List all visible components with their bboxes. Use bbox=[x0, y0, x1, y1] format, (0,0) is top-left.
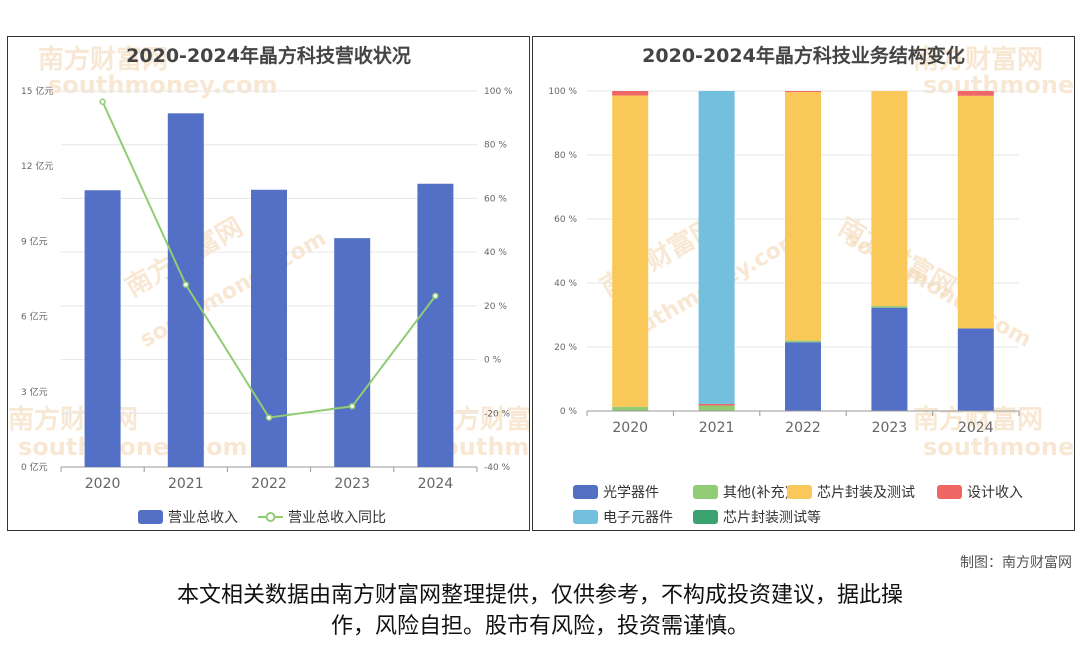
x-tick-label: 2024 bbox=[958, 420, 994, 436]
left-y-tick-label: 15 亿元 bbox=[21, 85, 53, 97]
left-y-tick-label: 9 亿元 bbox=[21, 235, 48, 247]
yoy-growth-point bbox=[432, 292, 439, 300]
revenue-chart-title: 2020-2024年晶方科技营收状况 bbox=[126, 45, 411, 67]
y-tick-label: 20 % bbox=[554, 343, 577, 353]
disclaimer: 本文相关数据由南方财富网整理提供，仅供参考，不构成投资建议，据此操 作，风险自担… bbox=[60, 580, 1020, 642]
legend-swatch bbox=[937, 485, 962, 499]
legend-label: 芯片封装测试等 bbox=[723, 509, 821, 526]
revenue-bar bbox=[167, 113, 204, 468]
stack-segment bbox=[871, 91, 908, 307]
x-tick-label: 2020 bbox=[85, 476, 121, 492]
x-tick-label: 2020 bbox=[612, 420, 648, 436]
chart-credit: 制图：南方财富网 bbox=[960, 555, 1072, 571]
stack-segment bbox=[785, 340, 821, 343]
right-y-tick-label: -40 % bbox=[484, 463, 511, 473]
stack-segment bbox=[612, 406, 649, 411]
left-y-tick-label: 12 亿元 bbox=[21, 160, 53, 172]
legend-swatch bbox=[573, 510, 598, 524]
x-tick-label: 2021 bbox=[699, 420, 735, 436]
revenue-chart-panel: southmoney.com南方财富网southmoney.com南方财富网so… bbox=[7, 36, 530, 531]
legend-swatch bbox=[787, 485, 812, 499]
legend-label: 设计收入 bbox=[967, 485, 1023, 501]
revenue-bar bbox=[84, 190, 121, 467]
stack-segment bbox=[957, 91, 994, 96]
stack-segment bbox=[612, 91, 649, 96]
yoy-growth-point bbox=[99, 98, 106, 105]
stack-segment bbox=[785, 342, 821, 411]
y-tick-label: 80 % bbox=[554, 151, 577, 161]
stack-segment bbox=[957, 95, 994, 329]
revenue-bar bbox=[334, 238, 371, 467]
revenue-bar bbox=[417, 183, 454, 467]
legend-label-yoy: 营业总收入同比 bbox=[288, 510, 386, 526]
business-structure-chart-title: 2020-2024年晶方科技业务结构变化 bbox=[642, 45, 965, 67]
legend-swatch-yoy-dot bbox=[265, 512, 276, 522]
stack-segment bbox=[698, 403, 735, 406]
stack-segment bbox=[785, 91, 821, 341]
stack-segment bbox=[785, 91, 821, 92]
legend-swatch-revenue bbox=[138, 510, 163, 524]
yoy-growth-point bbox=[265, 414, 273, 421]
legend-swatch bbox=[693, 485, 718, 499]
x-tick-label: 2022 bbox=[251, 476, 287, 492]
business-structure-chart: 0 % 20 % 40 % 60 % 80 % 100 % 2020 2021 2022 2023… bbox=[548, 87, 1023, 526]
stack-segment bbox=[871, 307, 908, 411]
y-tick-label: 100 % bbox=[548, 87, 577, 97]
business-structure-chart-panel: southmoney.com南方财富网southmoney.com南方财富网so… bbox=[532, 36, 1075, 531]
y-tick-label: 40 % bbox=[554, 279, 577, 289]
legend-label: 其他(补充) bbox=[723, 485, 790, 501]
legend-label: 芯片封装及测试 bbox=[817, 485, 915, 501]
x-tick-label: 2022 bbox=[785, 420, 821, 436]
x-tick-label: 2023 bbox=[334, 476, 370, 492]
revenue-bar bbox=[251, 189, 287, 467]
left-y-tick-label: 0 亿元 bbox=[21, 461, 48, 473]
right-y-tick-label: 80 % bbox=[484, 141, 507, 151]
yoy-growth-point bbox=[182, 281, 190, 288]
left-y-tick-label: 3 亿元 bbox=[21, 386, 48, 398]
legend-label: 光学器件 bbox=[603, 485, 659, 501]
stack-segment bbox=[698, 91, 735, 404]
right-y-tick-label: 20 % bbox=[484, 302, 507, 312]
y-tick-label: 0 % bbox=[560, 407, 578, 417]
legend-swatch bbox=[693, 510, 718, 524]
right-y-tick-label: 100 % bbox=[484, 87, 513, 97]
stack-segment bbox=[612, 95, 649, 407]
right-y-tick-label: 40 % bbox=[484, 248, 507, 258]
right-y-tick-label: 60 % bbox=[484, 194, 507, 204]
x-tick-label: 2021 bbox=[168, 476, 204, 492]
left-y-tick-label: 6 亿元 bbox=[21, 311, 48, 323]
legend-swatch bbox=[573, 485, 598, 499]
y-tick-label: 60 % bbox=[554, 215, 577, 225]
revenue-chart: 0 亿元 3 亿元 6 亿元 9 亿元 12 亿元 15 亿元 -40 % -20 % 0 % 2… bbox=[21, 85, 513, 526]
stack-segment bbox=[871, 306, 908, 308]
stack-segment bbox=[957, 328, 994, 411]
disclaimer-line-2: 作，风险自担。股市有风险，投资需谨慎。 bbox=[330, 614, 749, 639]
x-tick-label: 2024 bbox=[418, 476, 454, 492]
legend-label-revenue: 营业总收入 bbox=[168, 510, 238, 526]
yoy-growth-point bbox=[348, 403, 356, 410]
right-y-tick-label: -20 % bbox=[484, 409, 511, 419]
stack-segment bbox=[698, 405, 735, 411]
x-tick-label: 2023 bbox=[872, 420, 908, 436]
right-y-tick-label: 0 % bbox=[484, 356, 502, 366]
legend-label: 电子元器件 bbox=[603, 510, 673, 526]
disclaimer-line-1: 本文相关数据由南方财富网整理提供，仅供参考，不构成投资建议，据此操 bbox=[176, 583, 903, 608]
